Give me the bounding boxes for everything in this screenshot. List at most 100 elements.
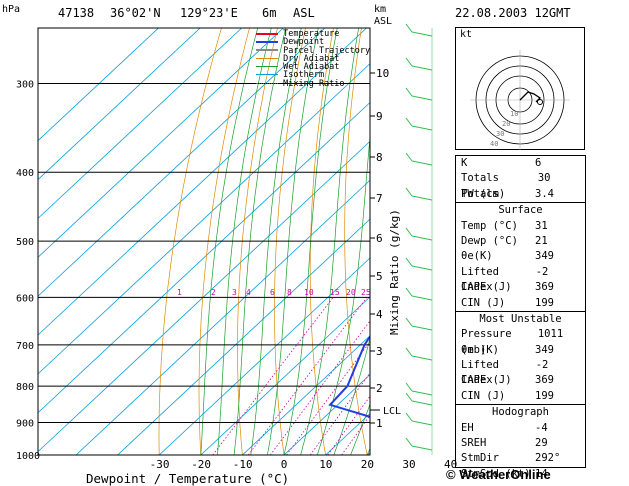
- surface-label: θe(K): [461, 250, 493, 263]
- dry-adiabat-line: [237, 28, 278, 455]
- legend-mixing-ratio: Mixing Ratio: [256, 80, 370, 88]
- legend-parcel: Parcel Trajectory: [256, 46, 370, 55]
- index-value: 30: [537, 172, 551, 185]
- unstable-row: CAPE (J) 369: [456, 373, 585, 388]
- hodo-label: SREH: [461, 437, 487, 450]
- hodo-value: -4: [535, 421, 548, 434]
- surface-heading: Surface: [498, 204, 543, 217]
- wind-barb: [405, 382, 433, 396]
- hodo-label: EH: [461, 421, 474, 434]
- mixing-ratio-label: 25: [361, 288, 371, 297]
- wind-barb: [405, 317, 433, 331]
- unstable-row: Pressure (mb) 1011: [456, 327, 585, 356]
- hpa-label: hPa: [2, 4, 21, 15]
- surface-row: CIN (J) 199: [456, 296, 585, 311]
- temperature-tick-label: 20: [361, 458, 374, 471]
- surface-value: 349: [535, 250, 554, 263]
- indices-table: K 6 Totals Totals 30 PW (cm) 3.4 Surface Temp…: [455, 155, 586, 480]
- isotherm-line: [38, 28, 201, 181]
- dewpoint-profile: [328, 334, 370, 418]
- surface-label: CIN (J): [461, 296, 506, 309]
- unstable-value: -2: [535, 359, 549, 372]
- x-axis-label: Dewpoint / Temperature (°C): [86, 471, 289, 486]
- index-value: 3.4: [535, 187, 554, 200]
- isotherm-line: [283, 374, 370, 455]
- mixing-ratio-label: 1: [177, 288, 182, 297]
- hodograph-ring-label: 10: [510, 110, 518, 118]
- surface-value: 21: [535, 234, 548, 247]
- plot-frame: [37, 27, 371, 456]
- surface-row: Dewp (°C) 21: [456, 234, 585, 249]
- surface-label: Lifted Index: [461, 265, 499, 294]
- temperature-tick-label: -30: [150, 458, 170, 471]
- pressure-tick-label: 700: [16, 341, 34, 352]
- isotherm-line: [38, 28, 159, 142]
- hodo-row: SREH 29: [456, 436, 585, 451]
- height-tick-label: 8: [376, 151, 383, 164]
- index-label: Totals Totals: [461, 172, 499, 200]
- wind-barb: [405, 57, 433, 71]
- unstable-value: 349: [535, 343, 554, 356]
- unstable-label: Pressure (mb): [461, 328, 512, 356]
- hodograph-ring-label: 30: [496, 130, 504, 138]
- station-id: 47138: [58, 6, 95, 20]
- isotherm-line: [242, 335, 370, 455]
- index-label: K: [461, 157, 468, 169]
- most-unstable-heading: Most Unstable: [479, 312, 562, 325]
- hodo-label: StmSpd (kt): [461, 467, 531, 480]
- height-tick-label: 5: [376, 270, 383, 283]
- wind-barb: [405, 257, 433, 271]
- pressure-tick-label: 500: [16, 237, 34, 248]
- unstable-value: 199: [535, 389, 554, 402]
- legend-dewpoint: Dewpoint: [256, 38, 370, 47]
- dry-adiabat-line: [274, 28, 306, 455]
- surface-value: -2: [535, 265, 549, 278]
- surface-label: Temp (°C): [461, 219, 518, 232]
- wind-barb: [405, 152, 433, 166]
- height-tick-label: 2: [376, 382, 383, 395]
- hodograph-heading: Hodograph: [492, 406, 549, 419]
- station-asl: ASL: [293, 6, 315, 20]
- pressure-tick-label: 800: [16, 382, 34, 393]
- wind-barb: [405, 287, 433, 301]
- wind-barb: [405, 117, 433, 131]
- lcl-label: LCL: [383, 406, 401, 417]
- dry-adiabat-line: [611, 0, 629, 470]
- mixing-ratio-label: 6: [270, 288, 275, 297]
- wind-barb: [405, 187, 433, 201]
- station-lat: 36°02'N: [110, 6, 161, 20]
- hodo-label: StmDir: [461, 452, 499, 465]
- km-label: km: [374, 4, 387, 15]
- dry-adiabat-line: [158, 28, 222, 455]
- legend-wet-adiabat: Wet Adiabat: [256, 63, 370, 71]
- surface-label: Dewp (°C): [461, 234, 518, 247]
- hodograph-unit: kt: [460, 29, 473, 40]
- unstable-label: θe (K): [461, 343, 499, 356]
- wind-barb: [405, 347, 433, 361]
- station-lon: 129°23'E: [180, 6, 238, 20]
- surface-row: θe(K) 349: [456, 249, 585, 264]
- hodo-row: EH -4: [456, 421, 585, 436]
- hodo-row: StmDir 292°: [456, 451, 585, 466]
- index-row: PW (cm) 3.4: [456, 187, 585, 202]
- height-tick-label: 4: [376, 308, 383, 321]
- wind-barb: [405, 23, 433, 37]
- sounding-datetime: 22.08.2003 12GMT: [455, 6, 571, 20]
- weatheronline-logo: © WeatherOnline: [446, 467, 551, 482]
- surface-row: Temp (°C) 31: [456, 219, 585, 234]
- height-tick-label: 1: [376, 417, 383, 430]
- mixing-ratio-line: [327, 395, 370, 455]
- wet-adiabat-line: [350, 403, 370, 455]
- unstable-label: CIN (J): [461, 389, 506, 402]
- dry-adiabat-line: [410, 0, 455, 470]
- index-row: Totals Totals 30: [456, 171, 585, 200]
- height-tick-label: 7: [376, 192, 383, 205]
- temperature-tick-label: 40: [444, 458, 457, 471]
- hodograph-ring-label: 20: [502, 120, 510, 128]
- height-tick-label: 6: [376, 232, 383, 245]
- y-axis-label: Mixing Ratio (g/kg): [388, 209, 401, 335]
- wind-barb: [405, 87, 433, 101]
- mixing-ratio-label: 4: [246, 288, 251, 297]
